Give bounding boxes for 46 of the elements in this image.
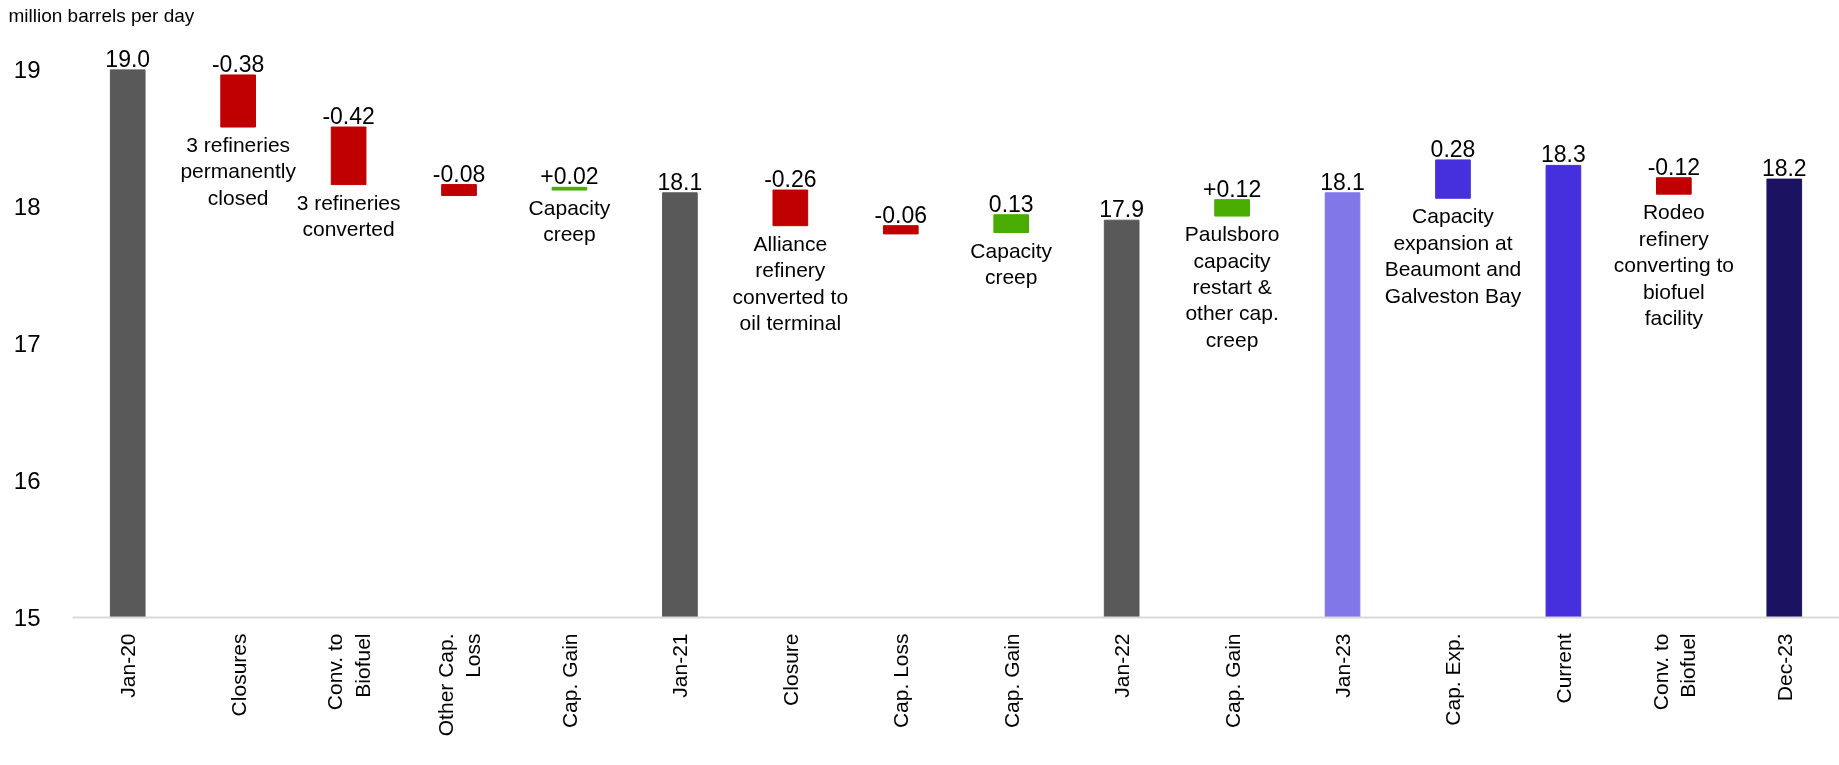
annotation: Capacity creep: [970, 238, 1053, 288]
data-label: 18.3: [1541, 141, 1586, 168]
x-tick-label: Conv. to Biofuel: [1648, 633, 1700, 711]
y-axis-title: million barrels per day: [8, 4, 195, 26]
data-label: -0.12: [1647, 153, 1701, 180]
annotation: 3 refineries permanently closed: [180, 133, 297, 209]
x-tick-label: Current: [1551, 633, 1575, 704]
x-tick-label: Conv. to Biofuel: [323, 633, 374, 711]
annotation: Capacity creep: [528, 196, 611, 246]
x-tick-label: Cap. Gain: [557, 633, 581, 729]
x-tick-label: Cap. Gain: [1220, 633, 1244, 729]
x-tick-label: Cap. Exp.: [1441, 633, 1465, 726]
data-label: -0.42: [322, 103, 375, 130]
x-tick-label: Jan-23: [1331, 633, 1355, 698]
y-tick-label: 15: [13, 604, 41, 631]
y-tick-label: 18: [13, 193, 41, 220]
data-label: +0.12: [1203, 175, 1262, 202]
data-label: -0.06: [874, 201, 928, 228]
data-label: 18.1: [1320, 168, 1365, 195]
data-label: 18.1: [657, 168, 703, 195]
x-tick-label: Cap. Gain: [999, 633, 1023, 729]
x-tick-label: Jan-21: [668, 633, 692, 698]
data-label: 0.13: [988, 190, 1034, 217]
y-tick-label: 16: [13, 467, 41, 494]
data-label: 17.9: [1099, 196, 1145, 223]
annotation: Alliance refinery converted to oil terminal: [732, 231, 849, 335]
annotation: Paulsboro capacity restart & other cap. creep: [1184, 222, 1280, 351]
x-tick-label: Other Cap. Loss: [433, 633, 485, 737]
x-tick-label: Closures: [226, 633, 250, 717]
data-label: -0.26: [764, 166, 817, 193]
x-tick-label: Cap. Loss: [889, 633, 913, 729]
x-tick-label: Jan-20: [116, 633, 140, 698]
data-label: 19.0: [105, 45, 151, 72]
data-label: +0.02: [540, 163, 599, 190]
data-label: -0.38: [211, 50, 265, 77]
x-tick-label: Jan-22: [1110, 633, 1134, 698]
x-tick-label: Dec-23: [1772, 633, 1796, 702]
data-label: -0.08: [432, 160, 486, 187]
annotation: 3 refineries converted: [296, 190, 401, 241]
x-tick-label: Closure: [778, 633, 802, 706]
data-label: 0.28: [1430, 135, 1476, 162]
annotation: Capacity expansion at Beaumont and Galveston Bay: [1384, 204, 1522, 307]
data-label: 18.2: [1761, 155, 1807, 182]
y-tick-label: 19: [13, 56, 41, 83]
y-tick-label: 17: [13, 330, 41, 357]
annotation: Rodeo refinery converting to biofuel facility: [1613, 200, 1734, 329]
